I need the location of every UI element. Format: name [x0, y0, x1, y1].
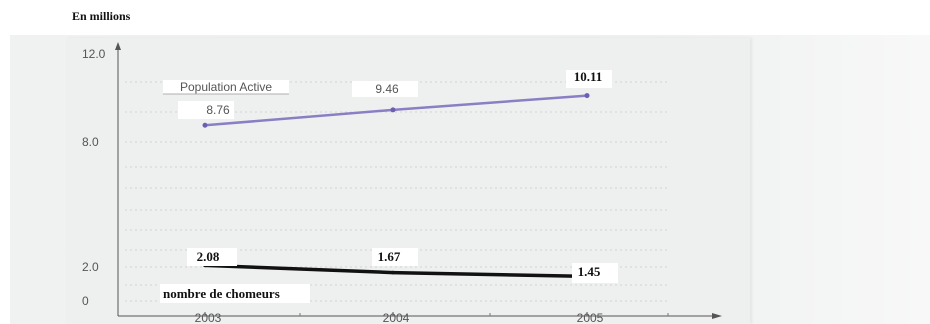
data-label-population-active-2: 10.11: [574, 69, 603, 84]
series-population-active: [202, 93, 590, 128]
data-label-chomeurs-1: 1.67: [378, 249, 401, 264]
data-label-box-chomeurs-1: [372, 248, 418, 266]
data-labels: Population Active 8.76 9.46 10.11 2.08 1.67 1.…: [160, 69, 618, 303]
y-tick-label-2: 2.0: [82, 260, 99, 274]
x-ticks: 2003 2004 2005: [195, 311, 669, 324]
series-name-box-chomeurs: [160, 284, 310, 303]
data-label-box-population-active-0: [178, 101, 234, 119]
point-population-active-2: [584, 93, 590, 99]
data-label-chomeurs-2: 1.45: [578, 264, 601, 279]
point-population-active-1: [390, 107, 396, 113]
y-tick-label-1: 8.0: [82, 135, 99, 149]
series-name-box-population-active: [163, 80, 289, 94]
x-tick-label-2: 2005: [577, 311, 604, 324]
x-tick-label-1: 2004: [383, 311, 410, 324]
data-label-chomeurs-0: 2.08: [197, 249, 220, 264]
data-label-box-chomeurs-2: [572, 263, 618, 283]
series-name-chomeurs: nombre de chomeurs: [163, 286, 280, 301]
axes: [115, 42, 722, 319]
data-label-box-population-active-2: [566, 70, 612, 88]
unit-label: En millions: [72, 9, 131, 23]
series-name-population-active: Population Active: [180, 80, 272, 94]
data-label-box-chomeurs-0: [187, 248, 237, 266]
data-label-population-active-0: 8.76: [206, 103, 230, 117]
series-line-population-active: [204, 94, 588, 127]
y-axis-arrow: [115, 42, 121, 50]
y-tick-label-3: 0: [82, 294, 89, 308]
point-chomeurs-1: [391, 270, 395, 275]
x-tick-label-0: 2003: [195, 311, 222, 324]
y-ticks: 12.0 8.0 2.0 0: [82, 47, 106, 308]
x-axis-arrow: [712, 313, 722, 319]
y-tick-label-0: 12.0: [82, 47, 106, 61]
point-population-active-0: [202, 122, 208, 128]
data-label-population-active-1: 9.46: [375, 82, 399, 96]
data-label-box-population-active-1: [352, 81, 418, 97]
